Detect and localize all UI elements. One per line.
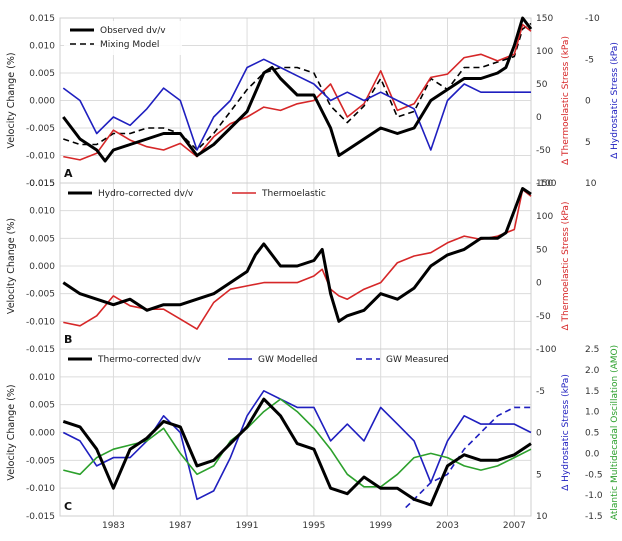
y-tick-label: 0.010 xyxy=(29,207,55,217)
right-tick-label: 150 xyxy=(536,14,553,24)
right-tick-label: 1.5 xyxy=(585,387,599,397)
right-tick-label: 100 xyxy=(536,212,553,222)
chart-panel-b: 0.015 0.010 0.005 0.000 -0.005 -0.010 -0.015 Ve… xyxy=(6,179,571,355)
y-tick-label: -0.015 xyxy=(26,179,55,189)
right-axis-label: Δ Hydrostatic Stress (kPa) xyxy=(561,374,571,491)
y-tick-label: -0.015 xyxy=(26,512,55,522)
right-tick-label: 100 xyxy=(536,47,553,57)
y-tick-label: 0.010 xyxy=(29,42,55,52)
legend-entry: Hydro-corrected dv/v xyxy=(98,189,194,199)
y-tick-label: -0.015 xyxy=(26,345,55,355)
right-tick-label: 10 xyxy=(585,179,597,189)
legend-entry: Observed dv/v xyxy=(100,26,166,36)
right-tick-label: 0 xyxy=(536,113,542,123)
right-tick-label: -5 xyxy=(585,55,594,65)
right-axis-label: Δ Thermoelastic Stress (kPa) xyxy=(561,36,571,165)
y-tick-label: 0.005 xyxy=(29,234,55,244)
y-axis-label: Velocity Change (%) xyxy=(6,52,17,148)
y-tick-label: -0.005 xyxy=(26,290,55,300)
series-line-observed-dv-v xyxy=(62,16,533,163)
right-tick-label: -100 xyxy=(536,179,557,189)
right-tick-label: 2.5 xyxy=(585,345,599,355)
right-tick-label: -100 xyxy=(536,345,557,355)
y-tick-label: 0.005 xyxy=(29,401,55,411)
right-tick-label: -50 xyxy=(536,312,551,322)
right-tick-label: -10 xyxy=(585,14,600,24)
right-axis-label: Δ Thermoelastic Stress (kPa) xyxy=(561,202,571,331)
legend-entry: GW Measured xyxy=(386,355,449,365)
y-tick-label: 0.010 xyxy=(29,373,55,383)
y-tick-label: 0.000 xyxy=(29,97,55,107)
x-tick-label: 1999 xyxy=(369,521,392,531)
right-tick-label: 50 xyxy=(536,245,548,255)
y-tick-label: -0.010 xyxy=(26,484,55,494)
series-line-thermo-corrected-dv-v xyxy=(62,397,532,507)
x-tick-label: 1991 xyxy=(236,521,259,531)
panel-label: C xyxy=(64,500,72,513)
right-tick-label: -0.5 xyxy=(585,470,603,480)
x-tick-label: 2003 xyxy=(436,521,459,531)
right-axis-label: Atlantic Multidecadal Oscillation (AMO) xyxy=(610,345,620,520)
series-line-hydrostatic xyxy=(62,58,531,151)
x-tick-label: 2007 xyxy=(503,521,526,531)
x-tick-label: 1987 xyxy=(169,521,192,531)
series-line-thermoelastic xyxy=(63,23,532,161)
right-tick-label: -1.5 xyxy=(585,512,603,522)
right-tick-label: 1.0 xyxy=(585,408,600,418)
right-tick-label: 50 xyxy=(536,80,548,90)
y-axis-label: Velocity Change (%) xyxy=(6,384,17,480)
x-tick-label: 1983 xyxy=(102,521,125,531)
chart-panel-a: 0.015 0.010 0.005 0.000 -0.005 -0.010 -0.015 Ve… xyxy=(6,14,620,189)
right-tick-label: 0 xyxy=(536,279,542,289)
y-tick-label: 0.005 xyxy=(29,69,55,79)
right-tick-label: -5 xyxy=(536,387,545,397)
right-tick-label: -1.0 xyxy=(585,491,603,501)
right-tick-label: 5 xyxy=(536,470,542,480)
right-tick-label: 150 xyxy=(536,179,553,189)
right-tick-label: 0 xyxy=(585,97,591,107)
y-tick-label: -0.010 xyxy=(26,152,55,162)
y-tick-label: -0.005 xyxy=(26,124,55,134)
right-tick-label: 5 xyxy=(585,138,591,148)
y-axis-label: Velocity Change (%) xyxy=(6,218,17,314)
right-tick-label: -50 xyxy=(536,146,551,156)
y-tick-label: 0.000 xyxy=(29,262,55,272)
legend-entry: Thermo-corrected dv/v xyxy=(97,355,202,365)
series-line-hydro-corrected-dv-v xyxy=(62,187,532,323)
y-tick-label: 0.015 xyxy=(29,14,55,24)
y-tick-label: -0.005 xyxy=(26,456,55,466)
series-line-gw-modelled xyxy=(62,390,532,501)
series-line-gw-measured xyxy=(405,406,531,509)
y-tick-label: 0.015 xyxy=(29,179,55,189)
right-tick-label: 0.0 xyxy=(585,449,600,459)
panel-label: A xyxy=(64,167,73,180)
series-line-mixing-model xyxy=(63,22,532,151)
right-tick-label: 10 xyxy=(536,512,548,522)
right-tick-label: 0 xyxy=(536,429,542,439)
y-tick-label: 0.000 xyxy=(29,429,55,439)
right-axis-label: Δ Hydrostatic Stress (kPa) xyxy=(610,42,620,159)
panel-label: B xyxy=(64,333,72,346)
x-tick-label: 1995 xyxy=(302,521,325,531)
legend-entry: GW Modelled xyxy=(258,355,318,365)
legend-box xyxy=(64,21,182,55)
legend-entry: Mixing Model xyxy=(100,40,159,50)
y-tick-label: -0.010 xyxy=(26,317,55,327)
right-tick-label: 2.0 xyxy=(585,366,600,376)
legend-entry: Thermoelastic xyxy=(261,189,326,199)
right-tick-label: 0.5 xyxy=(585,429,599,439)
